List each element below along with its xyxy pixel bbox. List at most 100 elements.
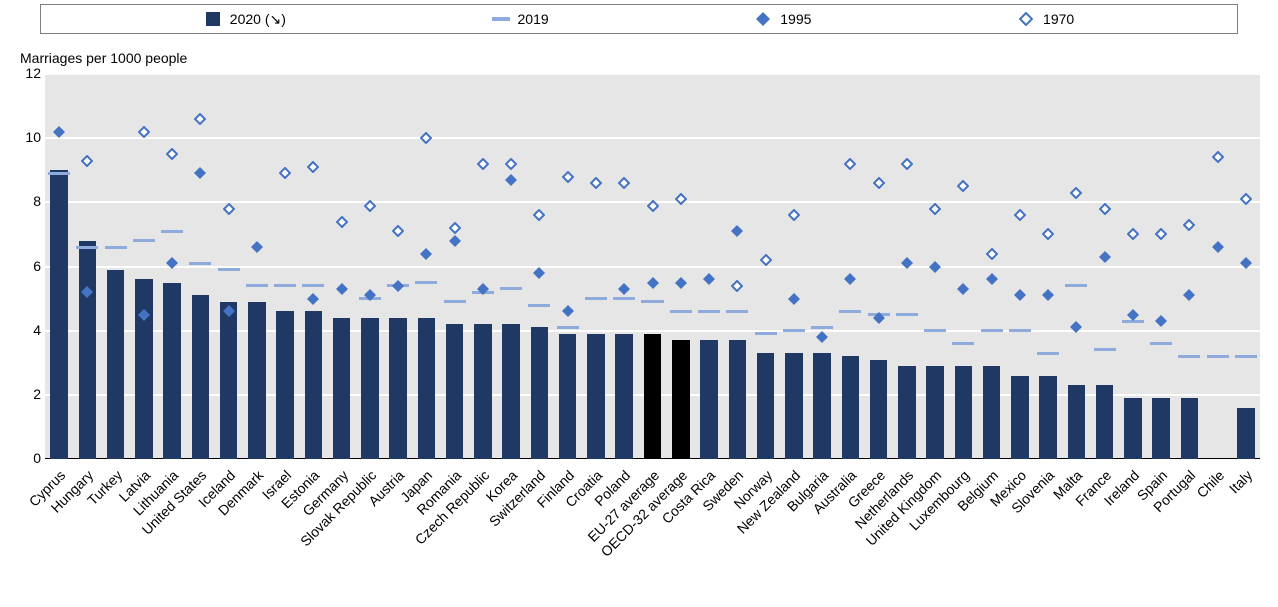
marker-1970-diamond-hollow <box>1070 187 1082 199</box>
legend: 2020 (↘) 2019 1995 1970 <box>40 4 1238 34</box>
marker-1995-diamond-filled <box>392 280 404 292</box>
y-tick-label: 0 <box>11 450 41 466</box>
marker-2019-dash <box>528 304 550 307</box>
marker-2019-dash <box>246 284 268 287</box>
marker-2019-dash <box>726 310 748 313</box>
marker-2019-dash <box>1150 342 1172 345</box>
bar <box>559 334 577 459</box>
marker-1995-diamond-filled <box>420 248 432 260</box>
plot-area <box>45 74 1260 459</box>
bar <box>163 283 181 459</box>
marker-1995-diamond-filled <box>364 289 376 301</box>
bar <box>926 366 944 459</box>
marker-2019-dash <box>1235 355 1257 358</box>
bar <box>248 302 266 459</box>
marker-1995-diamond-filled <box>251 241 263 253</box>
legend-item-1970: 1970 <box>1017 11 1074 27</box>
marker-1970-diamond-hollow <box>590 177 602 189</box>
y-tick-label: 2 <box>11 386 41 402</box>
gridline <box>45 137 1260 139</box>
marker-2019-dash <box>302 284 324 287</box>
marker-2019-dash <box>924 329 946 332</box>
marker-1970-diamond-hollow <box>929 203 941 215</box>
y-tick-label: 10 <box>11 129 41 145</box>
legend-item-2019: 2019 <box>492 11 549 27</box>
marker-1970-diamond-hollow <box>279 167 291 179</box>
x-tick-label: Chile <box>1193 467 1227 501</box>
marker-2019-dash <box>952 342 974 345</box>
marker-1995-diamond-filled <box>873 312 885 324</box>
bar <box>983 366 1001 459</box>
marker-1995-diamond-filled <box>1099 251 1111 263</box>
marker-2019-dash <box>896 313 918 316</box>
y-tick-label: 12 <box>11 65 41 81</box>
marker-1995-diamond-filled <box>449 235 461 247</box>
bar <box>700 340 718 459</box>
marker-2019-dash <box>557 326 579 329</box>
marker-1995-diamond-filled <box>788 293 800 305</box>
marker-1995-diamond-filled <box>1127 309 1139 321</box>
bar <box>418 318 436 459</box>
marker-2019-dash <box>1178 355 1200 358</box>
marker-1970-diamond-hollow <box>392 225 404 237</box>
marker-2019-dash <box>613 297 635 300</box>
legend-item-2020: 2020 (↘) <box>204 11 286 28</box>
marker-2019-dash <box>444 300 466 303</box>
marker-1970-diamond-hollow <box>1014 209 1026 221</box>
bar <box>672 340 690 459</box>
marker-2019-dash <box>811 326 833 329</box>
marker-1995-diamond-filled <box>336 283 348 295</box>
bar <box>135 279 153 459</box>
marker-1995-diamond-filled <box>562 305 574 317</box>
bar <box>729 340 747 459</box>
marker-1970-diamond-hollow <box>336 216 348 228</box>
marker-1995-diamond-filled <box>957 283 969 295</box>
bar <box>1011 376 1029 459</box>
marker-1970-diamond-hollow <box>533 209 545 221</box>
marker-1995-diamond-filled <box>194 167 206 179</box>
marker-1995-diamond-filled <box>618 283 630 295</box>
marker-1970-diamond-hollow <box>1183 219 1195 231</box>
bar <box>955 366 973 459</box>
bar <box>333 318 351 459</box>
marker-1995-diamond-filled <box>731 225 743 237</box>
bar <box>361 318 379 459</box>
legend-symbol-diamond-filled <box>754 12 772 26</box>
marker-1995-diamond-filled <box>844 273 856 285</box>
legend-symbol-diamond-hollow <box>1017 12 1035 26</box>
marker-1995-diamond-filled <box>1070 321 1082 333</box>
x-tick-label: Italy <box>1226 467 1255 496</box>
marker-2019-dash <box>670 310 692 313</box>
marker-2019-dash <box>161 230 183 233</box>
marker-2019-dash <box>48 172 70 175</box>
legend-label-1970: 1970 <box>1043 11 1074 27</box>
bar <box>220 302 238 459</box>
legend-label-1995: 1995 <box>780 11 811 27</box>
marker-1970-diamond-hollow <box>1240 193 1252 205</box>
bar <box>1237 408 1255 459</box>
marker-1995-diamond-filled <box>703 273 715 285</box>
marker-1970-diamond-hollow <box>788 209 800 221</box>
marker-1970-diamond-hollow <box>986 248 998 260</box>
legend-label-2019: 2019 <box>518 11 549 27</box>
marker-1995-diamond-filled <box>816 331 828 343</box>
bar <box>587 334 605 459</box>
marker-1970-diamond-hollow <box>618 177 630 189</box>
marker-1970-diamond-hollow <box>1127 228 1139 240</box>
y-tick-label: 4 <box>11 322 41 338</box>
marker-2019-dash <box>500 287 522 290</box>
bar <box>870 360 888 459</box>
marker-1970-diamond-hollow <box>194 113 206 125</box>
marker-2019-dash <box>274 284 296 287</box>
marker-2019-dash <box>105 246 127 249</box>
gridline <box>45 73 1260 75</box>
bar <box>276 311 294 459</box>
marker-2019-dash <box>218 268 240 271</box>
marker-1995-diamond-filled <box>223 305 235 317</box>
marker-1995-diamond-filled <box>53 126 65 138</box>
marker-1970-diamond-hollow <box>1212 151 1224 163</box>
marker-1970-diamond-hollow <box>562 171 574 183</box>
bar <box>531 327 549 459</box>
y-tick-label: 6 <box>11 258 41 274</box>
marker-1995-diamond-filled <box>1240 257 1252 269</box>
